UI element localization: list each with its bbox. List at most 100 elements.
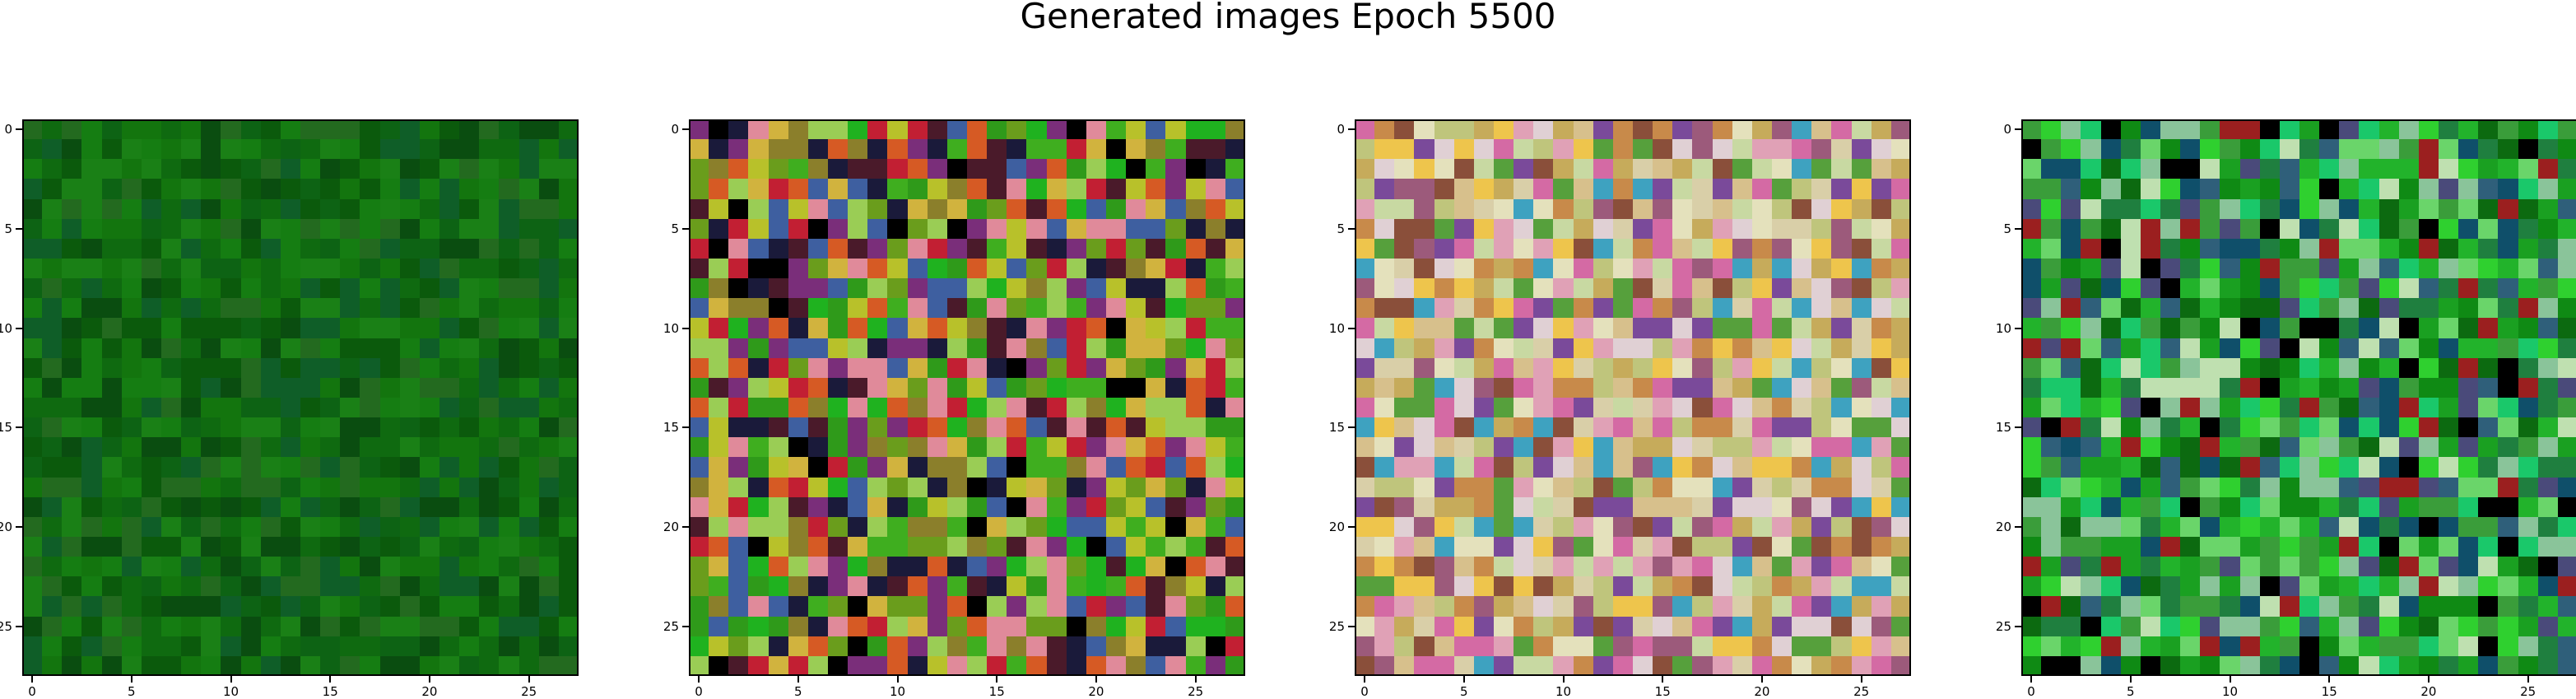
pixel-cell [1593, 516, 1613, 537]
pixel-cell [1394, 377, 1415, 398]
pixel-cell [141, 238, 161, 259]
x-tick [329, 676, 332, 683]
pixel-cell [360, 516, 380, 537]
pixel-cell [1771, 238, 1793, 259]
pixel-cell [141, 139, 161, 160]
pixel-cell [2518, 397, 2538, 418]
pixel-cell [1046, 397, 1067, 418]
pixel-cell [2299, 218, 2320, 239]
pixel-cell [907, 437, 928, 458]
pixel-cell [1046, 596, 1067, 617]
pixel-cell [1632, 457, 1653, 478]
pixel-cell [748, 119, 769, 140]
pixel-cell [42, 278, 63, 299]
pixel-cell [1692, 198, 1713, 219]
pixel-cell [1414, 576, 1434, 597]
pixel-cell [1374, 655, 1395, 676]
pixel-cell [1533, 119, 1554, 140]
pixel-cell [439, 298, 460, 319]
pixel-cell [788, 536, 808, 557]
pixel-cell [1493, 636, 1514, 656]
pixel-cell [1632, 298, 1653, 319]
pixel-cell [160, 655, 182, 676]
pixel-cell [2021, 377, 2042, 398]
pixel-cell [867, 198, 888, 219]
pixel-cell [2140, 139, 2160, 160]
pixel-cell [1434, 119, 1454, 140]
pixel-cell [2478, 596, 2499, 617]
pixel-cell [827, 278, 849, 299]
pixel-cell [181, 238, 202, 259]
pixel-cell [1573, 636, 1593, 656]
pixel-cell [2061, 596, 2081, 617]
pixel-cell [538, 417, 559, 438]
pixel-cell [768, 616, 788, 636]
pixel-cell [2160, 477, 2181, 497]
pixel-cell [300, 278, 321, 299]
y-tick-label: 25 [1995, 618, 2011, 634]
pixel-cell [379, 576, 400, 597]
pixel-cell [788, 298, 808, 319]
pixel-cell [946, 596, 967, 617]
pixel-cell [160, 536, 182, 557]
pixel-cell [141, 457, 161, 478]
pixel-cell [379, 318, 400, 338]
pixel-cell [1732, 377, 1752, 398]
pixel-cell [280, 536, 300, 557]
pixel-cell [709, 198, 729, 219]
pixel-cell [518, 417, 539, 438]
pixel-cell [2220, 496, 2240, 517]
pixel-cell [1414, 417, 1434, 438]
pixel-cell [42, 318, 63, 338]
pixel-cell [379, 397, 400, 418]
pixel-cell [399, 397, 420, 418]
pixel-cell [1434, 616, 1454, 636]
pixel-cell [1126, 557, 1146, 577]
pixel-cell [2319, 437, 2340, 458]
pixel-cell [300, 179, 321, 199]
pixel-cell [946, 516, 967, 537]
pixel-cell [160, 258, 182, 279]
pixel-cell [1146, 278, 1166, 299]
pixel-cell [1871, 516, 1891, 537]
pixel-cell [221, 377, 241, 398]
pixel-cell [1871, 238, 1891, 259]
y-tick [1348, 327, 1355, 329]
pixel-cell [81, 457, 102, 478]
pixel-cell [1086, 397, 1106, 418]
pixel-cell [1792, 357, 1812, 378]
pixel-cell [1026, 655, 1047, 676]
pixel-cell [2279, 377, 2299, 398]
pixel-cell [379, 636, 400, 656]
pixel-cell [2160, 417, 2181, 438]
pixel-cell [807, 377, 828, 398]
pixel-cell [1573, 119, 1593, 140]
pixel-cell [1771, 139, 1793, 160]
pixel-cell [2557, 218, 2576, 239]
pixel-cell [121, 477, 142, 497]
pixel-cell [987, 198, 1007, 219]
pixel-cell [1185, 377, 1206, 398]
pixel-cell [1732, 198, 1752, 219]
pixel-cell [827, 596, 849, 617]
pixel-cell [867, 218, 888, 239]
pixel-cell [2418, 477, 2439, 497]
pixel-cell [1146, 496, 1166, 517]
pixel-cell [379, 536, 400, 557]
pixel-cell [2100, 258, 2121, 279]
pixel-cell [2200, 655, 2220, 676]
pixel-cell [360, 179, 380, 199]
pixel-cell [1672, 397, 1693, 418]
pixel-cell [867, 437, 888, 458]
pixel-cell [459, 318, 480, 338]
pixel-cell [2180, 139, 2201, 160]
pixel-cell [1732, 357, 1752, 378]
pixel-cell [689, 636, 709, 656]
pixel-cell [768, 218, 788, 239]
pixel-cell [1890, 397, 1911, 418]
pixel-cell [1205, 258, 1225, 279]
pixel-cell [1086, 516, 1106, 537]
pixel-cell [1473, 159, 1494, 179]
pixel-cell [1165, 457, 1186, 478]
pixel-cell [887, 338, 908, 358]
